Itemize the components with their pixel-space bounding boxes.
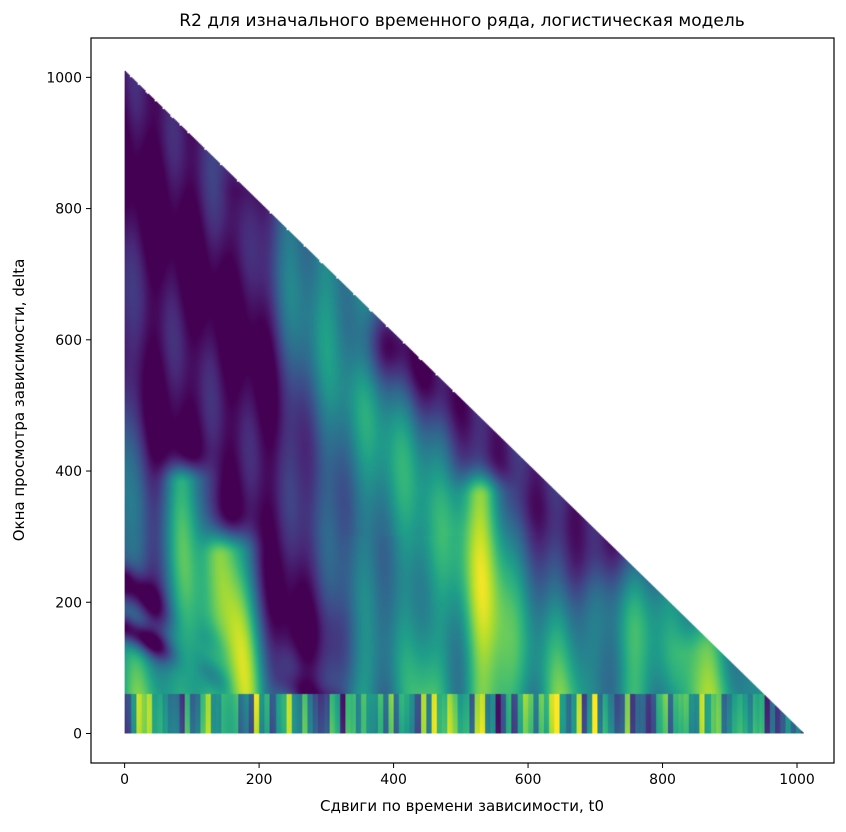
x-axis-ticks: 0 200 400 600 800 1000: [120, 763, 815, 788]
x-tick-label: 400: [380, 772, 407, 788]
y-axis-ticks: 0 200 400 600 800 1000: [46, 70, 91, 742]
y-tick-label: 0: [73, 726, 82, 742]
y-tick-label: 800: [55, 202, 82, 218]
y-tick-label: 400: [55, 464, 82, 480]
x-tick-label: 800: [649, 772, 676, 788]
heatmap-points: [124, 70, 804, 734]
y-tick-label: 600: [55, 333, 82, 349]
x-axis-label: Сдвиги по времени зависимости, t0: [320, 797, 604, 815]
x-tick-label: 0: [120, 772, 129, 788]
x-tick-label: 600: [515, 772, 542, 788]
chart-title: R2 для изначального временного ряда, лог…: [179, 11, 744, 31]
y-axis-label: Окна просмотра зависимости, delta: [10, 259, 28, 542]
x-tick-label: 1000: [779, 772, 815, 788]
y-tick-label: 200: [55, 595, 82, 611]
y-tick-label: 1000: [46, 70, 82, 86]
plot-frame: [90, 37, 835, 764]
plot-area: [124, 70, 804, 734]
x-tick-label: 200: [246, 772, 273, 788]
